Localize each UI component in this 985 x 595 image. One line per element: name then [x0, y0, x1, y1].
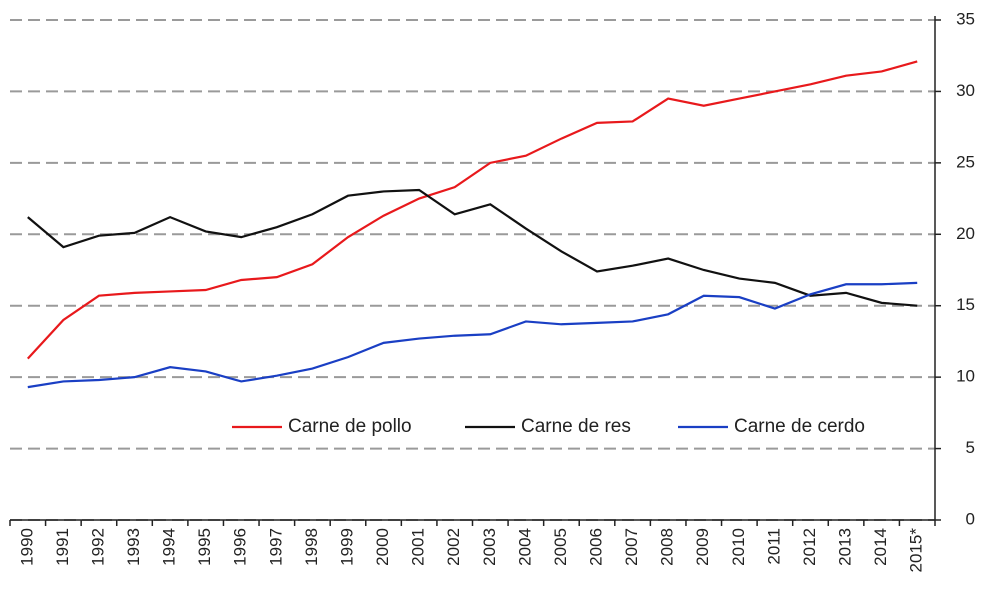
x-tick-label: 2014: [871, 528, 890, 566]
x-tick-label: 1998: [302, 528, 321, 566]
y-tick-label: 20: [956, 224, 975, 243]
y-tick-label: 30: [956, 81, 975, 100]
x-tick-label: 2009: [693, 528, 712, 566]
y-tick-label: 10: [956, 367, 975, 386]
x-tick-label: 1992: [88, 528, 107, 566]
line-series: [26, 60, 918, 360]
x-tick-label: 1999: [337, 528, 356, 566]
x-tick-label: 1993: [124, 528, 143, 566]
x-tick-label: 1990: [17, 528, 36, 566]
x-tick-label: 2006: [587, 528, 606, 566]
x-tick-label: 2004: [515, 528, 534, 566]
x-tick-label: 2003: [480, 528, 499, 566]
x-tick-label: 2012: [800, 528, 819, 566]
x-tick-label: 2013: [836, 528, 855, 566]
line-series: [27, 188, 918, 307]
legend-label: Carne de cerdo: [734, 416, 865, 437]
y-tick-label: 0: [966, 509, 975, 528]
x-tick-label: 2010: [729, 528, 748, 566]
x-tick-label: 1995: [195, 528, 214, 566]
x-tick-label: 1997: [266, 528, 285, 566]
line-series: [27, 281, 918, 389]
x-tick-label: 2002: [444, 528, 463, 566]
x-tick-label: 1991: [53, 528, 72, 566]
y-tick-label: 15: [956, 295, 975, 314]
y-tick-label: 5: [966, 438, 975, 457]
x-tick-label: 2007: [622, 528, 641, 566]
x-tick-label: 2001: [409, 528, 428, 566]
x-tick-label: 2008: [658, 528, 677, 566]
y-tick-label: 35: [956, 9, 975, 28]
x-tick-label: 2005: [551, 528, 570, 566]
y-tick-label: 25: [956, 152, 975, 171]
x-tick-label: 2015*: [907, 528, 926, 573]
x-tick-label: 1996: [231, 528, 250, 566]
legend-label: Carne de pollo: [288, 416, 412, 437]
x-tick-label: 2000: [373, 528, 392, 566]
x-tick-label: 2011: [764, 528, 783, 565]
x-tick-label: 1994: [160, 528, 179, 566]
legend-label: Carne de res: [521, 416, 631, 437]
